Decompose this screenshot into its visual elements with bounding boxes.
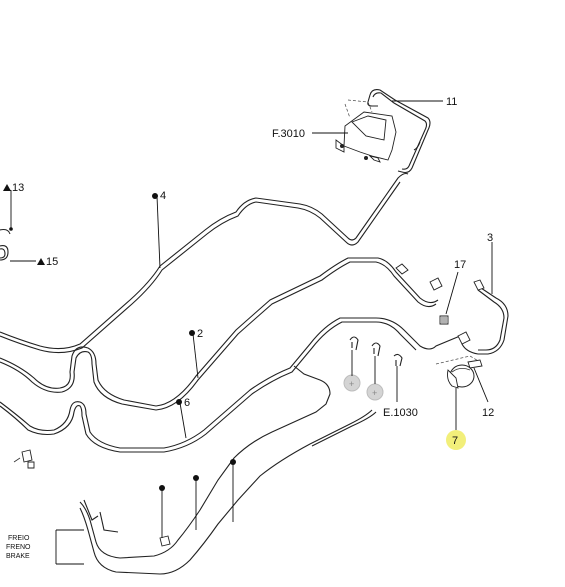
bracket-assembly[interactable] [335,89,431,174]
clip-group-e1030[interactable]: + + [343,336,403,401]
callout-6: 6 [184,397,190,409]
callout-11: 11 [446,96,457,108]
leader-2 [192,333,199,379]
callout-f3010: F.3010 [272,128,305,140]
part-12[interactable] [435,355,483,369]
leader-12 [473,367,489,403]
dot-13 [9,227,13,231]
callout-4: 4 [160,190,166,202]
pipe-3[interactable] [457,279,509,355]
callout-15: 15 [46,256,58,268]
brake-pipe-6[interactable] [0,317,461,453]
dot-4 [152,193,158,199]
dot-2 [189,330,195,336]
left-clip[interactable] [13,449,35,469]
callout-17: 17 [454,259,466,271]
brake-label-line1: FREIO [8,535,30,542]
brake-pipe-4[interactable] [0,172,409,354]
part-17[interactable] [439,315,449,325]
leader-6 [179,402,187,439]
leader-17 [445,271,459,315]
callout-7: 7 [452,435,458,447]
callout-12: 12 [482,407,494,419]
brake-pipe-2[interactable] [0,257,443,411]
dot-lower-1 [159,485,165,491]
dot-lower-3 [230,459,236,465]
triangle-13-icon [3,184,11,191]
triangle-15-icon [37,258,45,265]
brake-label-line3: BRAKE [6,553,30,560]
callout-e1030: E.1030 [383,407,418,419]
part-7-damper[interactable] [447,364,475,389]
brake-label-line2: FRENO [6,544,31,551]
leader-4 [156,195,161,269]
callout-2: 2 [197,328,203,340]
svg-text:+: + [349,379,354,389]
highlight-7 [446,430,466,450]
svg-text:+: + [372,388,377,398]
left-fittings[interactable] [0,228,11,261]
dot-lower-2 [193,475,199,481]
callout-3: 3 [487,232,493,244]
brake-pipe-lower[interactable] [79,365,377,575]
dot-6 [176,399,182,405]
callout-13: 13 [12,182,24,194]
brake-bracket-leader [55,529,84,565]
